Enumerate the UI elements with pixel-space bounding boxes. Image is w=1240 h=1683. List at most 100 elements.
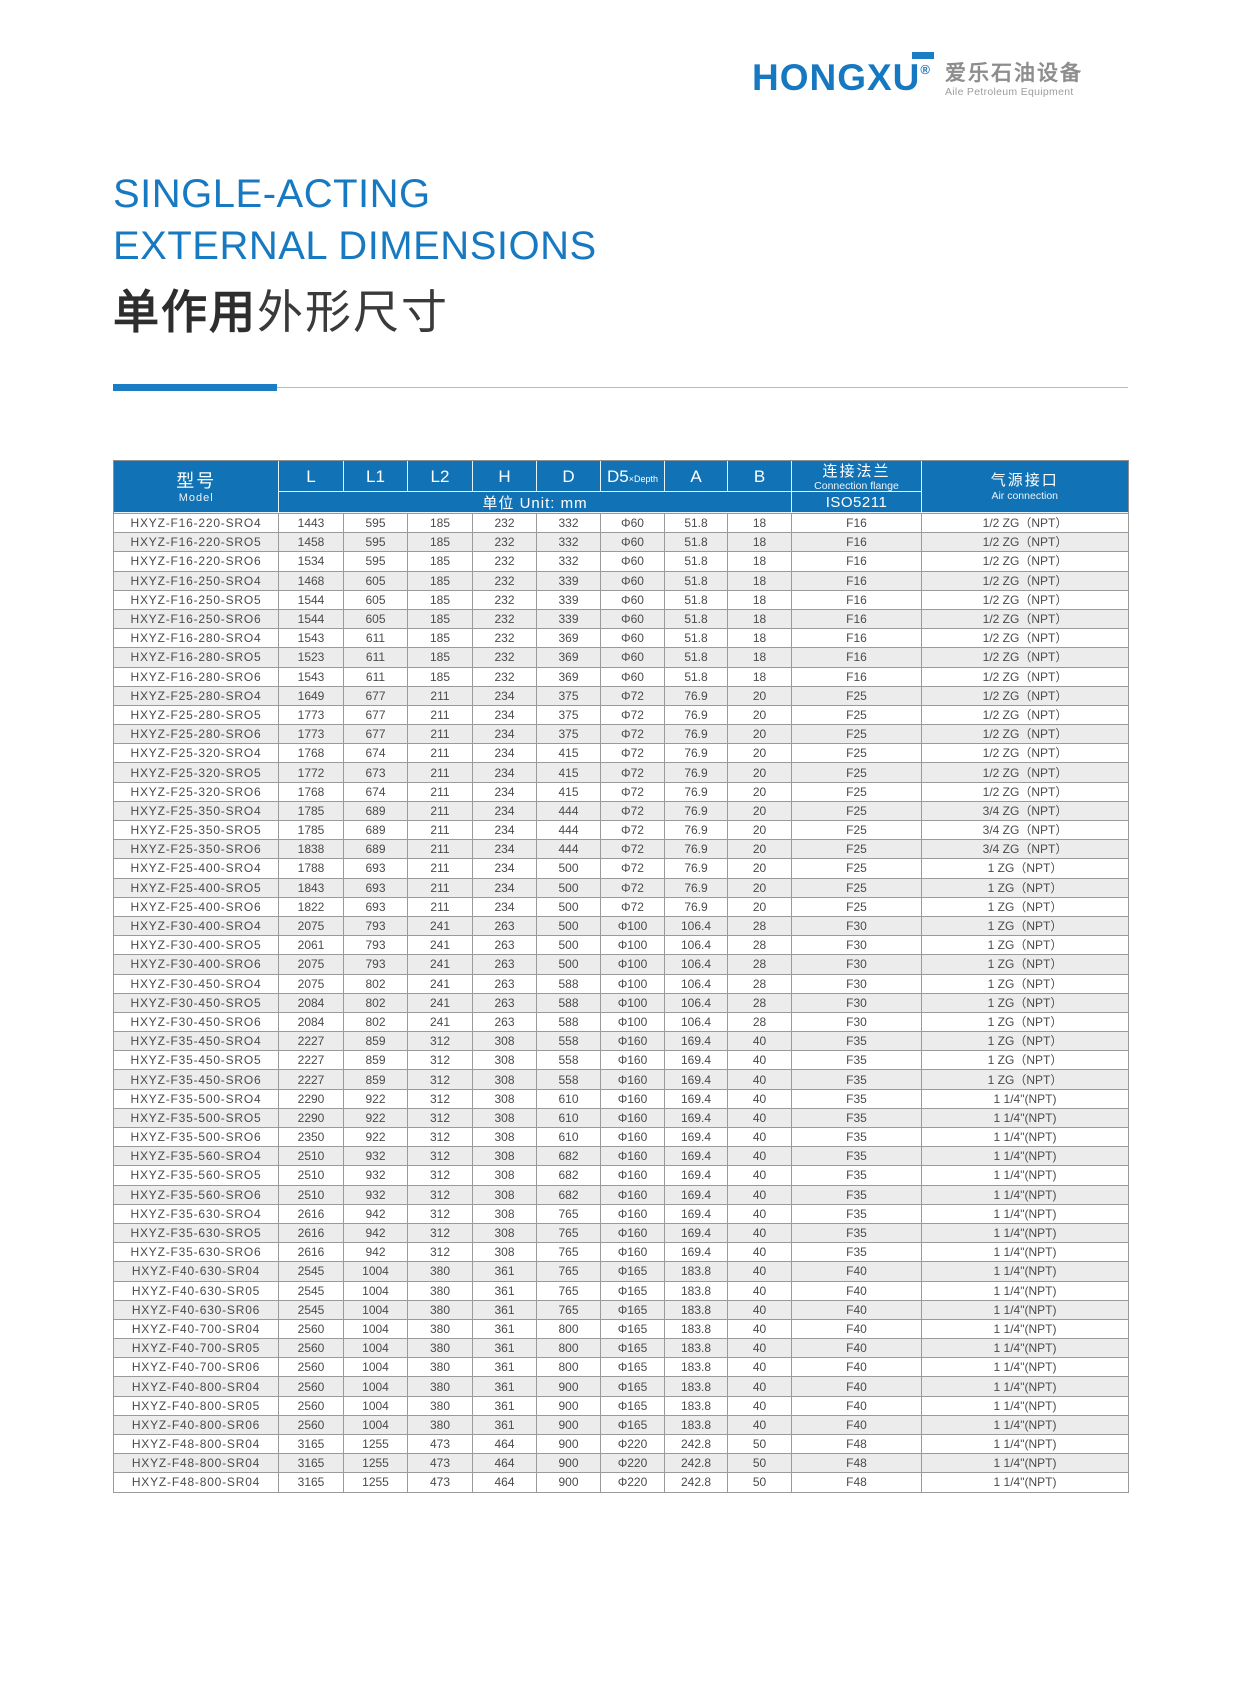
cell-d5: Φ60 [600, 608, 665, 630]
cell-l: 1768 [278, 743, 344, 764]
cell-b: 28 [727, 973, 792, 994]
cell-model: HXYZ-F48-800-SR04 [113, 1453, 279, 1474]
cell-b: 20 [727, 704, 792, 726]
cell-l1: 611 [343, 628, 408, 649]
cell-air: 1 ZG（NPT） [921, 915, 1129, 937]
cell-d5: Φ165 [600, 1376, 665, 1397]
table-row: HXYZ-F35-450-SRO4 2227 859 312 308 558 Φ160 169… [113, 1031, 1129, 1052]
cell-flange: F16 [791, 666, 922, 687]
cell-d: 375 [536, 685, 601, 706]
cell-a: 169.4 [664, 1146, 728, 1167]
cell-h: 234 [472, 704, 537, 726]
cell-l: 1785 [278, 800, 344, 822]
cell-l: 1772 [278, 762, 344, 783]
table-row: HXYZ-F40-700-SR06 2560 1004 380 361 800 Φ165 18… [113, 1357, 1129, 1378]
table-body: HXYZ-F16-220-SRO4 1443 595 185 232 332 Φ60 51.8… [113, 512, 1129, 1493]
cell-d5: Φ72 [600, 800, 665, 822]
cell-d5: Φ160 [600, 1031, 665, 1052]
cell-h: 234 [472, 781, 537, 802]
table-row: HXYZ-F25-400-SRO6 1822 693 211 234 500 Φ72 76.9… [113, 896, 1129, 917]
unit-row-label: 单位 Unit: mm [278, 492, 792, 514]
cell-l2: 241 [407, 992, 473, 1013]
table-row: HXYZ-F16-220-SRO5 1458 595 185 232 332 Φ60 51.8… [113, 532, 1129, 553]
cell-air: 1 1/4"(NPT) [921, 1146, 1129, 1167]
cell-d: 900 [536, 1414, 601, 1436]
cell-l2: 211 [407, 724, 473, 745]
cell-l: 2084 [278, 1011, 344, 1033]
cell-d: 900 [536, 1376, 601, 1397]
cell-l1: 689 [343, 819, 408, 841]
cell-a: 76.9 [664, 685, 728, 706]
cell-air: 1 1/4"(NPT) [921, 1222, 1129, 1244]
cell-d: 339 [536, 570, 601, 591]
cell-h: 232 [472, 628, 537, 649]
cell-a: 106.4 [664, 935, 728, 956]
brand-name-english: Aile Petroleum Equipment [945, 86, 1074, 98]
cell-l2: 312 [407, 1203, 473, 1224]
cell-d: 588 [536, 992, 601, 1013]
cell-h: 232 [472, 647, 537, 668]
table-row: HXYZ-F35-450-SRO5 2227 859 312 308 558 Φ160 169… [113, 1050, 1129, 1071]
cell-model: HXYZ-F30-450-SRO4 [113, 973, 279, 994]
cell-a: 169.4 [664, 1184, 728, 1205]
cell-air: 1/2 ZG（NPT） [921, 551, 1129, 572]
cell-l2: 211 [407, 685, 473, 706]
cell-b: 40 [727, 1069, 792, 1090]
column-header-h: H [472, 460, 537, 492]
cell-d5: Φ165 [600, 1318, 665, 1340]
cell-h: 263 [472, 992, 537, 1013]
table-row: HXYZ-F30-450-SRO4 2075 802 241 263 588 Φ100 106… [113, 973, 1129, 994]
cell-l1: 793 [343, 935, 408, 956]
cell-d: 415 [536, 781, 601, 802]
cell-h: 234 [472, 762, 537, 783]
table-row: HXYZ-F48-800-SR04 3165 1255 473 464 900 Φ220 24… [113, 1472, 1129, 1493]
cell-d5: Φ165 [600, 1280, 665, 1301]
cell-l2: 211 [407, 877, 473, 898]
cell-d: 415 [536, 762, 601, 783]
table-row: HXYZ-F25-280-SRO5 1773 677 211 234 375 Φ72 76.9… [113, 704, 1129, 726]
cell-d5: Φ160 [600, 1107, 665, 1129]
table-row: HXYZ-F40-700-SR05 2560 1004 380 361 800 Φ165 18… [113, 1338, 1129, 1359]
cell-l: 2510 [278, 1184, 344, 1205]
cell-d5: Φ60 [600, 647, 665, 668]
cell-air: 1 1/4"(NPT) [921, 1414, 1129, 1436]
cell-b: 50 [727, 1472, 792, 1493]
cell-b: 18 [727, 647, 792, 668]
cell-b: 20 [727, 724, 792, 745]
cell-model: HXYZ-F30-400-SRO4 [113, 915, 279, 937]
cell-flange: F16 [791, 608, 922, 630]
cell-d5: Φ165 [600, 1414, 665, 1436]
cell-d5: Φ160 [600, 1203, 665, 1224]
cell-h: 464 [472, 1472, 537, 1493]
cell-b: 20 [727, 800, 792, 822]
cell-l1: 1255 [343, 1472, 408, 1493]
cell-b: 20 [727, 685, 792, 706]
cell-a: 51.8 [664, 666, 728, 687]
cell-l2: 185 [407, 666, 473, 687]
cell-l: 2560 [278, 1376, 344, 1397]
cell-l: 1458 [278, 532, 344, 553]
cell-model: HXYZ-F25-320-SRO6 [113, 781, 279, 802]
cell-h: 263 [472, 1011, 537, 1033]
cell-b: 28 [727, 935, 792, 956]
cell-h: 361 [472, 1318, 537, 1340]
cell-model: HXYZ-F40-800-SR06 [113, 1414, 279, 1436]
cell-a: 51.8 [664, 647, 728, 668]
cell-air: 1/2 ZG（NPT） [921, 570, 1129, 591]
table-row: HXYZ-F16-250-SRO5 1544 605 185 232 339 Φ60 51.8… [113, 589, 1129, 610]
cell-l: 2290 [278, 1088, 344, 1109]
table-row: HXYZ-F16-280-SRO5 1523 611 185 232 369 Φ60 51.8… [113, 647, 1129, 668]
cell-flange: F30 [791, 992, 922, 1013]
cell-l: 1468 [278, 570, 344, 591]
divider-accent-bar [113, 384, 277, 391]
cell-air: 1 1/4"(NPT) [921, 1203, 1129, 1224]
cell-model: HXYZ-F35-500-SRO6 [113, 1126, 279, 1148]
cell-l: 2510 [278, 1165, 344, 1186]
cell-a: 183.8 [664, 1338, 728, 1359]
cell-flange: F40 [791, 1395, 922, 1416]
cell-flange: F35 [791, 1050, 922, 1071]
cell-d: 332 [536, 551, 601, 572]
cell-air: 1 1/4"(NPT) [921, 1280, 1129, 1301]
cell-d5: Φ165 [600, 1261, 665, 1282]
cell-h: 464 [472, 1433, 537, 1455]
